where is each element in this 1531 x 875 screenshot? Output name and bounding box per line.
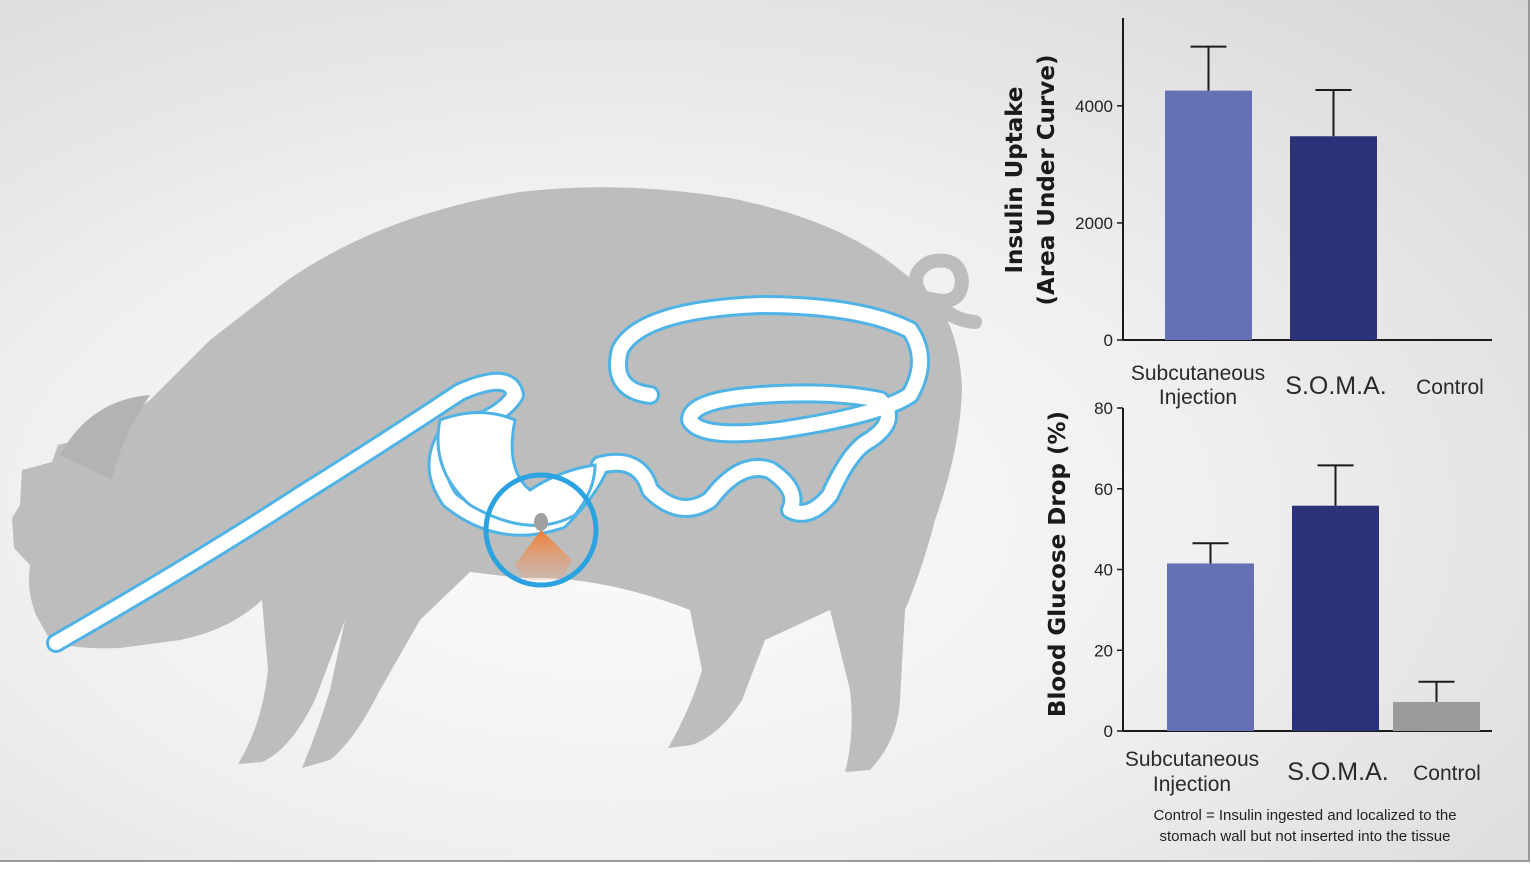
insulin-uptake-chart: Insulin Uptake (Area Under Curve) 0 2000 400… [1002, 18, 1492, 409]
y-tick-label: 80 [1094, 399, 1113, 418]
bar-2 [1393, 701, 1480, 731]
blood-glucose-chart: Blood Glucose Drop (%) 0 20 40 60 80 Subcutane… [1045, 399, 1492, 796]
y-tick-label: 2000 [1075, 214, 1113, 233]
category-label: Control [1416, 376, 1484, 399]
spray-icon [515, 530, 572, 580]
y-tick-label: 60 [1094, 480, 1113, 499]
y-axis-label: Insulin Uptake [1002, 86, 1028, 273]
y-tick-label: 0 [1104, 722, 1113, 741]
y-axis-label: Blood Glucose Drop (%) [1045, 411, 1071, 717]
category-label: S.O.M.A. [1287, 758, 1388, 786]
category-label: Injection [1153, 773, 1231, 796]
category-label: Subcutaneous [1125, 748, 1259, 771]
bar-0 [1165, 90, 1252, 340]
y-tick-label: 0 [1104, 331, 1113, 350]
y-tick-label: 20 [1094, 641, 1113, 660]
footnote-line-2: stomach wall but not inserted into the t… [1160, 828, 1451, 845]
bar-1 [1290, 136, 1377, 340]
category-label: S.O.M.A. [1285, 372, 1386, 400]
category-label: Injection [1159, 386, 1237, 409]
bar-0 [1167, 563, 1254, 731]
category-label: Subcutaneous [1131, 362, 1265, 385]
footnote-line-1: Control = Insulin ingested and localized… [1153, 807, 1456, 824]
target-circle-icon [483, 472, 599, 588]
footnote: Control = Insulin ingested and localized… [1153, 807, 1456, 845]
pig-silhouette-icon [12, 187, 982, 772]
y-tick-label: 40 [1094, 561, 1113, 580]
capsule-icon [534, 513, 548, 531]
digestive-tract-icon [46, 295, 930, 653]
y-tick-label: 4000 [1075, 97, 1113, 116]
y-axis-label: (Area Under Curve) [1034, 55, 1060, 306]
bar-1 [1292, 505, 1379, 731]
category-label: Control [1413, 762, 1481, 785]
